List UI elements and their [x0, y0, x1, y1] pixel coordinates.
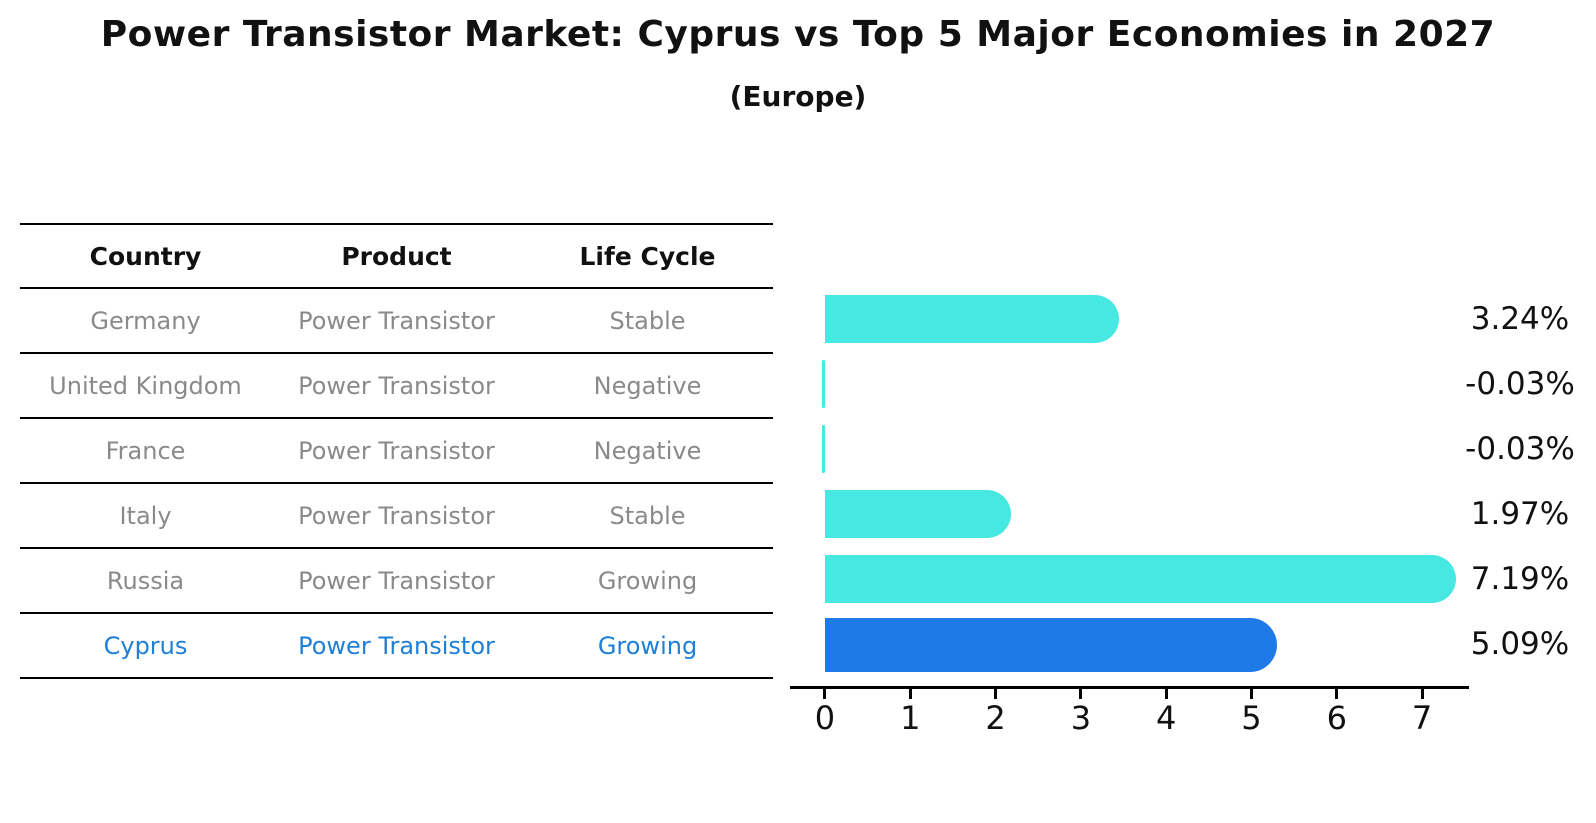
bar: [821, 425, 825, 473]
value-label: -0.03%: [1465, 366, 1575, 402]
table-row: Russia Power Transistor Growing: [20, 549, 773, 614]
value-label: -0.03%: [1465, 431, 1575, 467]
table-cell-product: Power Transistor: [298, 566, 495, 595]
table-row: Cyprus Power Transistor Growing: [20, 614, 773, 679]
table-cell-product: Power Transistor: [298, 631, 495, 660]
x-tick-label: 6: [1326, 699, 1347, 737]
table-cell-life-cycle: Growing: [597, 566, 698, 595]
table-cell-country: Germany: [90, 306, 201, 335]
comparison-table: Country Product Life Cycle Germany Power Tra…: [20, 223, 773, 679]
table-header-cell: Life Cycle: [579, 241, 716, 271]
chart-title: Power Transistor Market: Cyprus vs Top 5…: [100, 14, 1496, 55]
bar: [824, 490, 1011, 538]
x-tick: [823, 689, 827, 699]
x-axis: [790, 686, 1469, 689]
x-tick-label: 7: [1411, 699, 1433, 737]
table-cell-life-cycle: Negative: [593, 436, 702, 465]
x-tick-label: 3: [1070, 699, 1092, 737]
table-cell-life-cycle: Growing: [597, 631, 698, 660]
table-cell-product: Power Transistor: [298, 436, 495, 465]
highlight-bar: [824, 617, 1278, 672]
x-tick-label: 4: [1155, 699, 1177, 737]
table-cell-product: Power Transistor: [298, 501, 495, 530]
x-tick: [1164, 689, 1168, 699]
x-tick-label: 2: [985, 699, 1006, 737]
table-cell-country: Russia: [106, 566, 185, 595]
table-cell-country: France: [105, 436, 186, 465]
table-row: Italy Power Transistor Stable: [20, 484, 773, 549]
x-tick-label: 0: [814, 699, 836, 737]
table-header-cell: Product: [341, 241, 452, 271]
table-row: France Power Transistor Negative: [20, 419, 773, 484]
chart-subtitle: (Europe): [729, 80, 867, 113]
x-tick: [1079, 689, 1083, 699]
table-cell-life-cycle: Stable: [609, 501, 686, 530]
table-cell-life-cycle: Stable: [609, 306, 686, 335]
value-label: 3.24%: [1470, 301, 1570, 337]
bar: [824, 555, 1457, 603]
table-cell-life-cycle: Negative: [593, 371, 702, 400]
table-cell-country: United Kingdom: [49, 371, 242, 400]
table-row: United Kingdom Power Transistor Negative: [20, 354, 773, 419]
value-label: 5.09%: [1470, 626, 1570, 662]
table-cell-product: Power Transistor: [298, 371, 495, 400]
value-label: 7.19%: [1470, 561, 1570, 597]
bar-chart: 0 1 2 3 4 5 6 7: [790, 287, 1469, 737]
table-header-cell: Country: [89, 241, 202, 271]
table-cell-product: Power Transistor: [298, 306, 495, 335]
x-tick: [994, 689, 998, 699]
bar: [821, 360, 825, 408]
bar: [824, 295, 1120, 343]
x-tick: [1420, 689, 1424, 699]
x-tick: [1249, 689, 1253, 699]
table-header-row: Country Product Life Cycle: [20, 225, 773, 289]
table-cell-country: Italy: [119, 501, 172, 530]
value-label: 1.97%: [1470, 496, 1570, 532]
table-cell-country: Cyprus: [103, 631, 188, 660]
x-tick-label: 1: [900, 699, 921, 737]
table-row: Germany Power Transistor Stable: [20, 289, 773, 354]
x-tick: [1335, 689, 1339, 699]
x-tick: [908, 689, 912, 699]
x-tick-label: 5: [1241, 699, 1262, 737]
